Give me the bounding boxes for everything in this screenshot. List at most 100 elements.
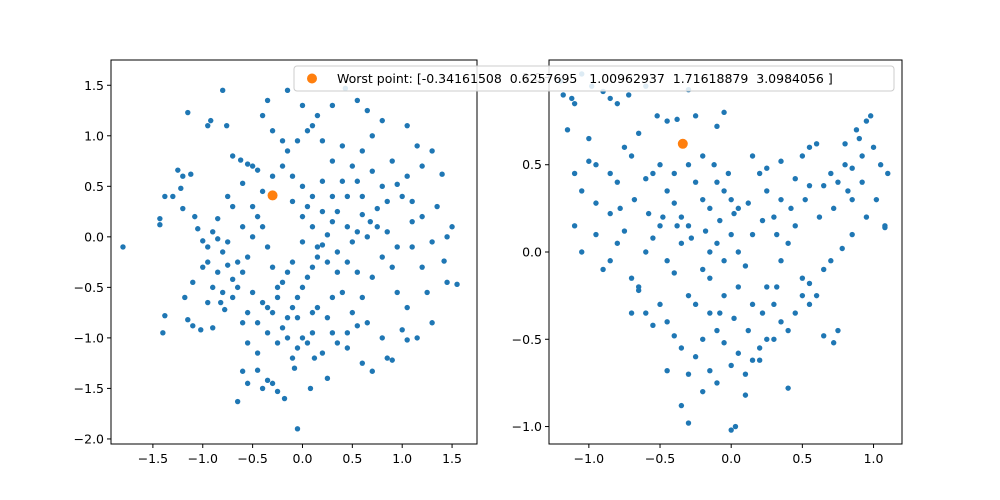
- left-data-point: [229, 203, 236, 210]
- left-data-point: [364, 107, 370, 114]
- left-data-point: [309, 224, 316, 230]
- left-data-point: [369, 133, 375, 139]
- right-data-point: [671, 200, 677, 206]
- left-data-point: [354, 269, 361, 275]
- left-data-point: [178, 185, 184, 192]
- right-data-point: [631, 196, 638, 203]
- left-data-point: [334, 208, 341, 215]
- right-data-point: [806, 182, 813, 189]
- right-data-point: [778, 319, 784, 325]
- right-data-point: [607, 95, 613, 102]
- right-data-point: [745, 327, 751, 334]
- right-data-point: [685, 371, 692, 377]
- right-data-point: [593, 200, 599, 206]
- right-data-point: [788, 205, 794, 212]
- right-data-point: [645, 210, 652, 217]
- right-data-point: [799, 275, 806, 281]
- right-data-point: [571, 170, 578, 177]
- legend: Worst point: [-0.34161508 0.6257695 1.00…: [293, 65, 895, 92]
- left-data-point: [419, 264, 425, 270]
- left-data-point: [249, 234, 256, 240]
- right-data-point: [728, 231, 734, 238]
- left-data-point: [404, 122, 410, 129]
- right-y-tick-label: −0.5: [512, 332, 542, 347]
- left-data-point: [384, 229, 390, 235]
- right-data-point: [863, 118, 870, 124]
- left-worst-point: [267, 190, 278, 201]
- right-data-point: [799, 292, 806, 299]
- left-data-point: [200, 238, 206, 244]
- left-data-point: [299, 335, 306, 341]
- left-data-point: [441, 258, 447, 264]
- left-data-point: [249, 289, 256, 296]
- right-data-point: [749, 301, 756, 308]
- left-data-point: [339, 178, 346, 184]
- left-data-point: [379, 183, 385, 190]
- left-data-point: [329, 102, 336, 109]
- left-data-point: [309, 193, 316, 200]
- right-data-point: [569, 95, 575, 102]
- left-data-point: [364, 234, 370, 240]
- right-data-point: [721, 258, 727, 264]
- left-x-tick-label: 1.0: [392, 451, 412, 466]
- right-data-point: [717, 217, 723, 224]
- left-data-point: [314, 244, 321, 250]
- left-data-point: [354, 178, 361, 184]
- left-data-point: [229, 276, 236, 282]
- right-data-point: [579, 188, 585, 194]
- left-data-point: [307, 385, 314, 392]
- left-data-point: [389, 357, 395, 363]
- left-data-point: [259, 385, 266, 392]
- left-data-point: [414, 143, 420, 149]
- right-data-point: [660, 214, 666, 220]
- left-x-tick-label: −1.0: [188, 451, 218, 466]
- right-data-point: [778, 258, 784, 264]
- right-data-point: [728, 427, 734, 433]
- left-data-point: [259, 299, 266, 306]
- left-data-point: [444, 234, 450, 240]
- left-data-point: [344, 330, 351, 336]
- right-data-point: [643, 310, 649, 316]
- right-data-point: [593, 162, 599, 168]
- right-data-point: [607, 258, 613, 264]
- left-data-point: [319, 178, 326, 184]
- left-data-point: [259, 188, 266, 195]
- left-data-point: [439, 171, 445, 177]
- left-data-point: [239, 320, 246, 326]
- right-data-point: [792, 175, 798, 182]
- left-data-point: [344, 224, 351, 230]
- right-data-point: [835, 179, 841, 185]
- left-data-point: [329, 158, 336, 164]
- right-data-point: [821, 266, 827, 273]
- left-data-point: [429, 239, 435, 245]
- left-data-point: [379, 335, 385, 341]
- right-data-point: [664, 258, 670, 264]
- right-data-point: [671, 270, 677, 276]
- left-data-point: [274, 340, 281, 346]
- right-data-point: [700, 388, 706, 395]
- right-data-point: [571, 223, 578, 229]
- right-data-point: [731, 315, 737, 322]
- left-data-point: [299, 284, 306, 291]
- right-data-point: [731, 210, 737, 217]
- right-data-point: [692, 301, 699, 308]
- left-data-point: [264, 97, 271, 104]
- left-data-point: [319, 208, 326, 215]
- left-data-point: [264, 330, 271, 336]
- left-data-point: [192, 213, 198, 220]
- left-data-point: [269, 309, 276, 316]
- left-data-point: [409, 218, 415, 225]
- left-data-point: [279, 279, 286, 286]
- right-data-point: [764, 336, 770, 342]
- left-data-point: [205, 299, 211, 306]
- right-data-point: [721, 340, 727, 346]
- left-data-point: [185, 109, 191, 116]
- left-data-point: [205, 244, 211, 250]
- right-y-ticks: −1.0−0.50.00.51.0: [512, 70, 549, 434]
- left-data-point: [215, 236, 221, 242]
- right-data-point: [707, 275, 713, 281]
- right-data-point: [835, 327, 841, 334]
- left-data-point: [284, 314, 291, 321]
- right-data-point: [707, 249, 713, 255]
